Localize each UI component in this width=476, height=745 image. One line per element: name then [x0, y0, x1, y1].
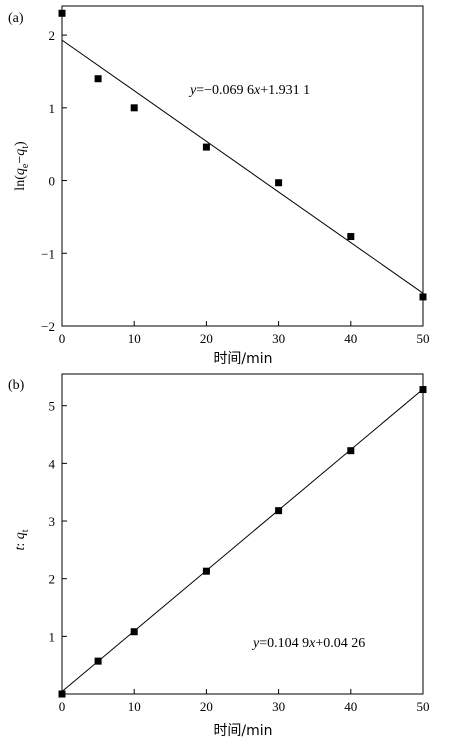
panel-a-fit-line	[61, 39, 424, 294]
panel-a-data-points	[58, 9, 427, 301]
data-point	[202, 143, 210, 151]
x-tick-label: 10	[128, 699, 141, 714]
panel-b-y-ticks: 1 2 3 4 5	[49, 399, 67, 644]
panel-b: (b) 0 10 20 30 40 50 1 2 3 4 5 y=0.104 9x+0.04 26…	[8, 373, 430, 739]
data-point	[58, 9, 66, 17]
data-point	[130, 628, 138, 636]
y-tick-label: 0	[49, 174, 56, 189]
y-tick-label: 2	[49, 28, 56, 43]
x-tick-label: 50	[417, 699, 430, 714]
data-point	[58, 690, 66, 698]
panel-b-fit-line	[61, 388, 424, 692]
x-tick-label: 40	[344, 331, 357, 346]
panel-b-x-ticks: 0 10 20 30 40 50	[59, 689, 430, 714]
x-tick-label: 20	[200, 331, 213, 346]
y-tick-label: 2	[49, 572, 56, 587]
data-point	[94, 75, 102, 83]
x-tick-label: 20	[200, 699, 213, 714]
x-tick-label: 0	[59, 699, 66, 714]
panel-a-x-ticks: 0 10 20 30 40 50	[59, 321, 430, 346]
y-tick-label: 1	[49, 629, 56, 644]
panel-a-x-axis-label: 时间/min	[213, 351, 272, 367]
panel-a-frame	[61, 5, 424, 327]
x-tick-label: 30	[272, 331, 285, 346]
panel-a-label: (a)	[8, 11, 24, 26]
panel-b-y-axis-label: t: qt	[13, 529, 31, 550]
y-tick-label: 3	[49, 514, 56, 529]
x-tick-label: 50	[417, 331, 430, 346]
data-point	[202, 567, 210, 575]
y-tick-label: −2	[41, 319, 55, 334]
panel-b-equation: y=0.104 9x+0.04 26	[251, 636, 365, 651]
data-point	[275, 507, 283, 515]
y-tick-label: 4	[49, 456, 56, 471]
x-tick-label: 0	[59, 331, 66, 346]
panel-a-equation: y=−0.069 6x+1.931 1	[188, 83, 310, 98]
y-tick-label: 5	[49, 399, 56, 414]
panel-b-data-points	[58, 386, 427, 698]
panel-a-y-axis-label: ln(qe−qt)	[13, 141, 31, 191]
x-tick-label: 10	[128, 331, 141, 346]
y-tick-label: −1	[41, 246, 55, 261]
data-point	[419, 386, 427, 394]
panel-b-label: (b)	[8, 378, 25, 393]
data-point	[347, 447, 355, 455]
panel-b-x-axis-label: 时间/min	[213, 723, 272, 739]
x-tick-label: 40	[344, 699, 357, 714]
data-point	[275, 179, 283, 187]
x-tick-label: 30	[272, 699, 285, 714]
panel-b-frame	[61, 373, 424, 695]
y-tick-label: 1	[49, 101, 56, 116]
data-point	[347, 233, 355, 241]
data-point	[130, 104, 138, 112]
panel-a: (a) 0 10 20 30 40 50 −2 −1 0 1 2 y=−0.069 6x+1.93…	[8, 5, 430, 367]
panel-a-y-ticks: −2 −1 0 1 2	[41, 28, 67, 334]
data-point	[419, 293, 427, 301]
data-point	[94, 657, 102, 665]
